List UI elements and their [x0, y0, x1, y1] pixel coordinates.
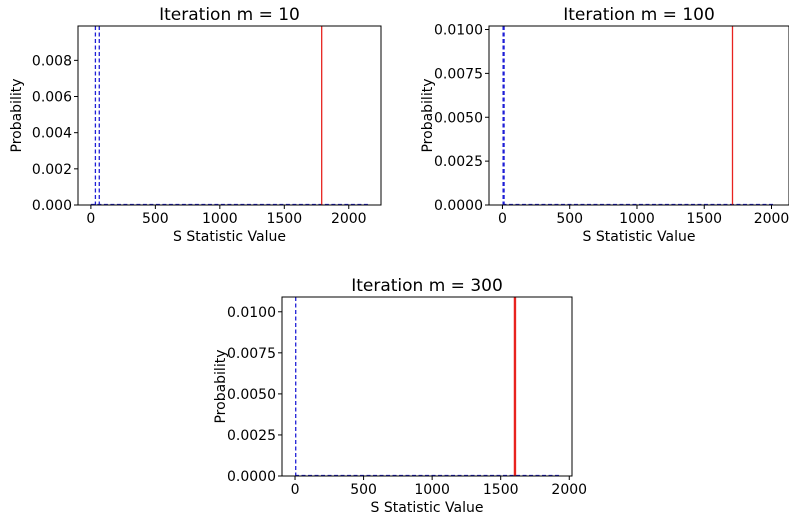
- x-tick-label: 1000: [414, 482, 450, 498]
- y-tick-label: 0.0075: [434, 66, 483, 82]
- plot-area: [295, 297, 559, 476]
- y-axis-label: Probability: [420, 78, 436, 152]
- chart-1: 0 500 1000 1500 2000 0.000 0.002 0.004 0.006 0.00…: [9, 5, 382, 245]
- x-tick-label: 0: [86, 211, 95, 227]
- y-tick-label: 0.0100: [227, 305, 276, 321]
- y-tick-label: 0.0075: [227, 346, 276, 362]
- x-tick-label: 1500: [686, 211, 722, 227]
- y-tick-label: 0.008: [32, 53, 72, 69]
- y-axis-label: Probability: [213, 349, 229, 423]
- x-tick-label: 1000: [619, 211, 655, 227]
- y-tick-label: 0.0025: [227, 428, 276, 444]
- y-tick-label: 0.006: [32, 90, 72, 106]
- chart-2: 0 500 1000 1500 2000 0.0000 0.0025 0.0050 0.0075…: [420, 5, 789, 245]
- y-tick-label: 0.0000: [434, 198, 483, 214]
- x-tick-label: 500: [350, 482, 377, 498]
- y-axis-label: Probability: [9, 78, 25, 152]
- chart-title: Iteration m = 300: [351, 276, 503, 296]
- y-tick-label: 0.0050: [434, 110, 483, 126]
- y-tick-label: 0.0050: [227, 387, 276, 403]
- chart-title: Iteration m = 10: [159, 5, 300, 25]
- plot-area: [90, 26, 369, 205]
- x-tick-label: 2000: [331, 211, 367, 227]
- axes-frame: [488, 25, 789, 206]
- x-tick-label: 2000: [754, 211, 789, 227]
- y-tick-label: 0.002: [32, 162, 72, 178]
- y-tick-label: 0.004: [32, 126, 72, 142]
- chart-title: Iteration m = 100: [563, 5, 715, 25]
- plot-area: [502, 26, 776, 205]
- chart-3: 0 500 1000 1500 2000 0.0000 0.0025 0.0050 0.0075…: [213, 276, 587, 516]
- x-axis-label: S Statistic Value: [371, 500, 484, 516]
- x-axis-label: S Statistic Value: [173, 229, 286, 245]
- x-tick-label: 0: [291, 482, 300, 498]
- x-tick-label: 500: [142, 211, 169, 227]
- y-tick-label: 0.0100: [434, 23, 483, 39]
- x-axis-label: S Statistic Value: [583, 229, 696, 245]
- x-tick-label: 1000: [202, 211, 238, 227]
- y-tick-label: 0.0025: [434, 154, 483, 170]
- y-tick-label: 0.000: [32, 198, 72, 214]
- x-tick-label: 500: [556, 211, 583, 227]
- x-tick-label: 1500: [266, 211, 302, 227]
- x-tick-label: 1500: [483, 482, 519, 498]
- x-tick-label: 2000: [551, 482, 587, 498]
- axes-frame: [281, 296, 573, 477]
- x-tick-label: 0: [498, 211, 507, 227]
- axes-frame: [77, 25, 382, 206]
- y-tick-label: 0.0000: [227, 469, 276, 485]
